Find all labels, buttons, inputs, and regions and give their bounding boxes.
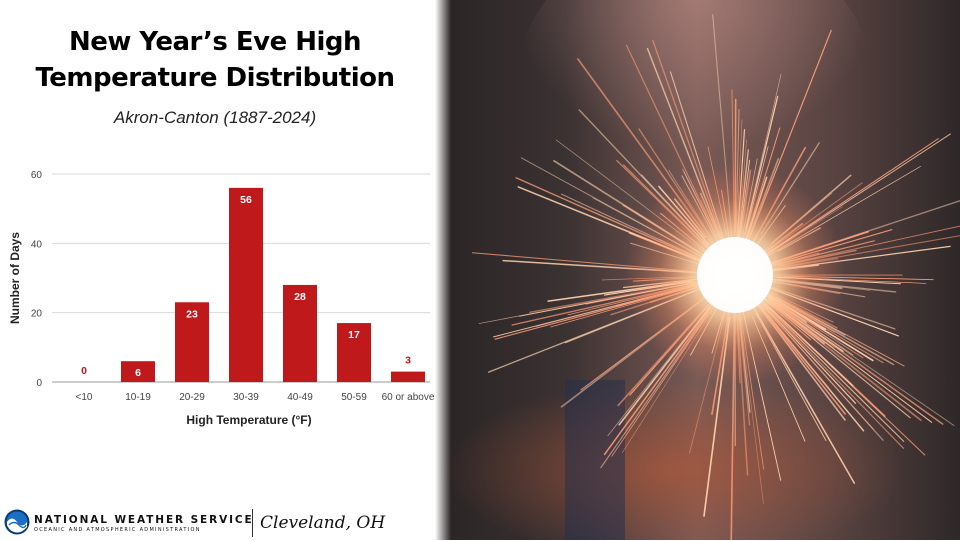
footer: NATIONAL WEATHER SERVICE OCEANIC AND ATM… [0, 505, 435, 541]
bar-chart: 0 20 40 60 0 <10 6 10-19 23 20-29 56 30-39 28 40-49 17… [0, 160, 435, 440]
y-tick-label: 60 [31, 170, 43, 181]
agency-subtitle: OCEANIC AND ATMOSPHERIC ADMINISTRATION [34, 527, 201, 533]
data-label: 23 [186, 308, 198, 320]
x-tick-label: 10-19 [125, 392, 151, 403]
title-line-2: Temperature Distribution [0, 60, 430, 96]
sparkler-photo [435, 0, 960, 540]
data-label: 28 [294, 291, 306, 303]
data-label: 3 [405, 355, 411, 367]
chart-panel: New Year’s Eve High Temperature Distribu… [0, 0, 435, 540]
bar [391, 372, 425, 382]
data-label: 0 [81, 365, 87, 377]
bar [229, 188, 263, 382]
y-tick-label: 20 [31, 309, 43, 320]
y-axis-title: Number of Days [8, 232, 22, 324]
y-tick-label: 0 [36, 378, 42, 389]
data-label: 17 [348, 329, 360, 341]
x-tick-label: 50-59 [341, 392, 367, 403]
agency-name: NATIONAL WEATHER SERVICE [34, 514, 254, 526]
y-tick-label: 40 [31, 239, 43, 250]
x-tick-label: 40-49 [287, 392, 313, 403]
data-label: 6 [135, 367, 141, 379]
noaa-logo-icon [4, 509, 30, 535]
data-label: 56 [240, 194, 252, 206]
x-tick-label: <10 [76, 392, 93, 403]
x-tick-label: 60 or above [382, 392, 435, 403]
x-tick-label: 20-29 [179, 392, 205, 403]
footer-divider [252, 509, 253, 537]
title-line-1: New Year’s Eve High [0, 24, 430, 60]
x-axis-title: High Temperature (°F) [186, 413, 311, 427]
office-name: Cleveland, OH [260, 513, 385, 533]
x-tick-label: 30-39 [233, 392, 259, 403]
page-title: New Year’s Eve High Temperature Distribu… [0, 24, 430, 96]
page-subtitle: Akron-Canton (1887-2024) [0, 108, 430, 128]
